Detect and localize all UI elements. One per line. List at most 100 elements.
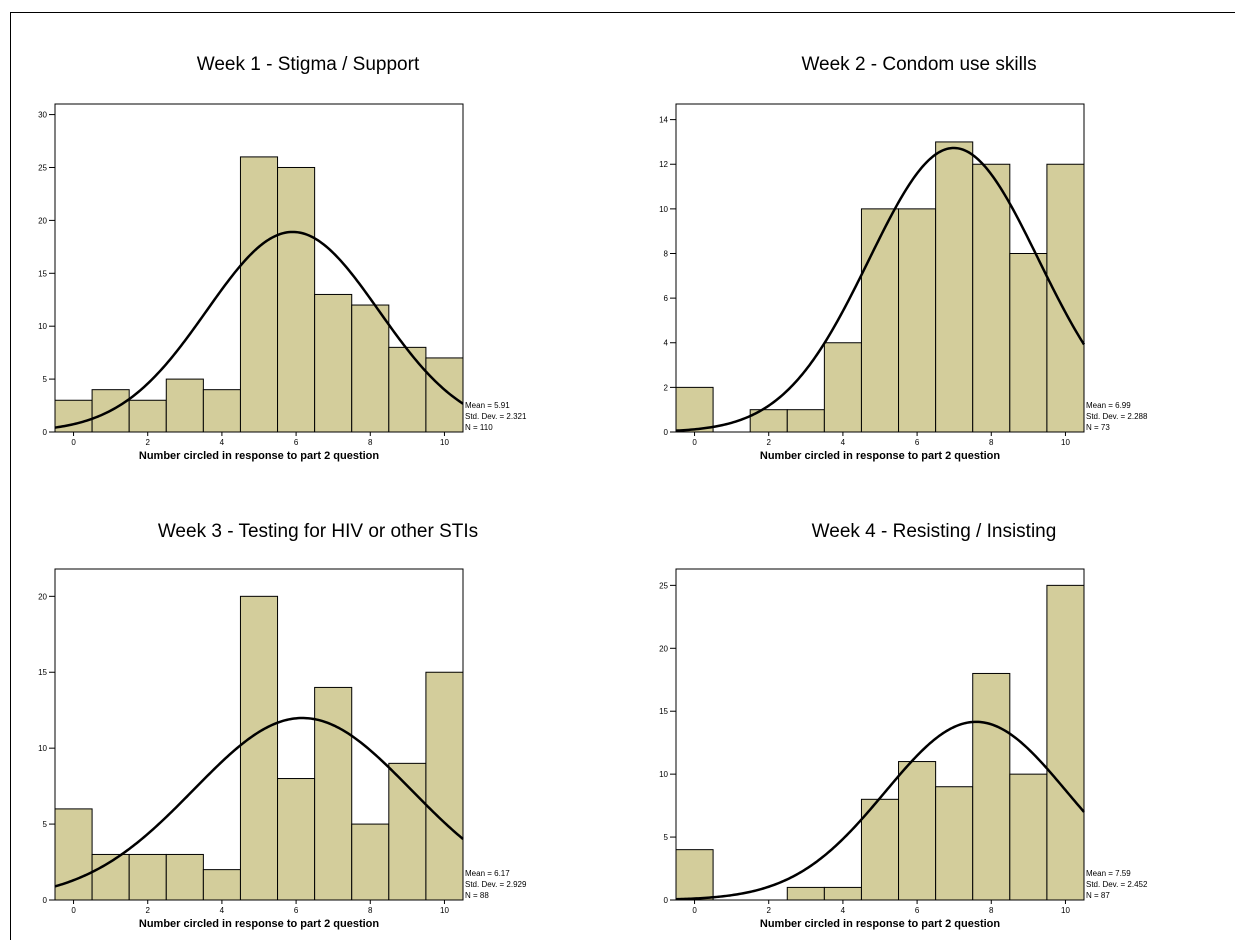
x-tick-label: 6 bbox=[915, 906, 920, 915]
histogram-bar bbox=[202, 389, 241, 433]
histogram-bar bbox=[972, 163, 1011, 433]
y-tick-label: 20 bbox=[38, 592, 47, 601]
y-tick-label: 14 bbox=[659, 116, 668, 125]
histogram-bar bbox=[165, 378, 204, 433]
histogram-bar bbox=[898, 208, 937, 433]
stat-mean: Mean = 6.17 bbox=[465, 869, 510, 878]
chart-title: Week 2 - Condom use skills bbox=[801, 54, 1036, 75]
histogram-bar bbox=[786, 409, 825, 433]
y-tick-label: 10 bbox=[659, 770, 668, 779]
histogram-bar bbox=[351, 304, 390, 433]
histogram-bar bbox=[898, 761, 937, 901]
x-axis-label: Number circled in response to part 2 que… bbox=[760, 918, 1000, 930]
chart-panel-3: Week 3 - Testing for HIV or other STIs 0 5… bbox=[38, 521, 527, 930]
histogram-bar bbox=[1009, 773, 1048, 901]
x-axis-label: Number circled in response to part 2 que… bbox=[139, 918, 379, 930]
x-tick-label: 2 bbox=[146, 906, 151, 915]
histogram-bar bbox=[128, 853, 167, 901]
stat-sd: Std. Dev. = 2.452 bbox=[1086, 880, 1148, 889]
histogram-bar bbox=[935, 786, 974, 901]
y-tick-label: 12 bbox=[659, 160, 668, 169]
histogram-bar bbox=[239, 156, 279, 433]
y-tick-label: 15 bbox=[659, 707, 668, 716]
histogram-bar bbox=[277, 166, 316, 433]
x-tick-label: 10 bbox=[1061, 438, 1070, 447]
y-tick-label: 0 bbox=[664, 428, 669, 437]
histogram-bar bbox=[54, 808, 93, 901]
normal-curve bbox=[54, 230, 464, 429]
x-tick-label: 10 bbox=[440, 438, 449, 447]
y-tick-label: 10 bbox=[659, 205, 668, 214]
histogram-bar bbox=[675, 386, 714, 433]
histogram-bar bbox=[1046, 584, 1085, 901]
x-tick-label: 6 bbox=[915, 438, 920, 447]
x-axis-label: Number circled in response to part 2 que… bbox=[139, 450, 379, 462]
stat-mean: Mean = 5.91 bbox=[465, 401, 510, 410]
y-tick-label: 6 bbox=[664, 294, 669, 303]
stat-n: N = 87 bbox=[1086, 891, 1110, 900]
histogram-bar bbox=[823, 342, 862, 433]
y-tick-label: 20 bbox=[38, 216, 47, 225]
y-tick-label: 30 bbox=[38, 111, 47, 120]
figure-frame bbox=[10, 12, 1235, 940]
y-tick-label: 5 bbox=[43, 375, 48, 384]
normal-curve bbox=[675, 720, 1085, 901]
x-tick-label: 2 bbox=[767, 906, 772, 915]
stat-n: N = 88 bbox=[465, 891, 489, 900]
y-tick-label: 5 bbox=[43, 820, 48, 829]
histogram-bar bbox=[1009, 252, 1048, 433]
histogram-bar bbox=[314, 686, 353, 901]
y-tick-label: 0 bbox=[43, 428, 48, 437]
histogram-bar bbox=[351, 823, 390, 901]
x-tick-label: 4 bbox=[841, 438, 846, 447]
y-tick-label: 0 bbox=[43, 896, 48, 905]
x-tick-label: 6 bbox=[294, 438, 299, 447]
x-tick-label: 10 bbox=[1061, 906, 1070, 915]
stat-sd: Std. Dev. = 2.321 bbox=[465, 412, 527, 421]
stat-mean: Mean = 6.99 bbox=[1086, 401, 1131, 410]
x-tick-label: 4 bbox=[841, 906, 846, 915]
x-tick-label: 0 bbox=[71, 438, 76, 447]
y-tick-label: 25 bbox=[38, 163, 47, 172]
histogram-bar bbox=[425, 671, 464, 901]
x-tick-label: 8 bbox=[368, 438, 373, 447]
x-tick-label: 4 bbox=[220, 438, 225, 447]
x-tick-label: 2 bbox=[767, 438, 772, 447]
histogram-bar bbox=[165, 853, 204, 901]
histogram-bar bbox=[786, 886, 825, 901]
x-tick-label: 6 bbox=[294, 906, 299, 915]
histogram-bar bbox=[202, 869, 241, 901]
x-tick-label: 8 bbox=[989, 906, 994, 915]
y-tick-label: 5 bbox=[664, 833, 669, 842]
histogram-bar bbox=[860, 208, 900, 433]
histogram-bar bbox=[935, 141, 974, 433]
histogram-bar bbox=[823, 886, 862, 901]
histogram-bar bbox=[128, 399, 167, 433]
histogram-bar bbox=[388, 762, 427, 901]
histogram-bar bbox=[425, 357, 464, 433]
histogram-bar bbox=[314, 293, 353, 433]
x-tick-label: 10 bbox=[440, 906, 449, 915]
y-tick-label: 4 bbox=[664, 339, 669, 348]
x-tick-label: 0 bbox=[692, 906, 697, 915]
y-tick-label: 15 bbox=[38, 269, 47, 278]
histogram-bar bbox=[675, 849, 714, 901]
y-tick-label: 10 bbox=[38, 744, 47, 753]
histogram-bar bbox=[277, 778, 316, 901]
histogram-bar bbox=[239, 595, 279, 901]
normal-curve bbox=[54, 716, 464, 888]
histogram-bar bbox=[388, 346, 427, 433]
chart-panel-1: Week 1 - Stigma / Support 0 5 10 15 20 25 30 0 2 4… bbox=[38, 54, 527, 462]
y-tick-label: 20 bbox=[659, 644, 668, 653]
histogram-bar bbox=[1046, 163, 1085, 433]
y-tick-label: 2 bbox=[664, 383, 669, 392]
y-tick-label: 0 bbox=[664, 896, 669, 905]
chart-panel-2: Week 2 - Condom use skills 0 2 4 6 8 10 12 14 0 2 4… bbox=[659, 54, 1148, 462]
normal-curve bbox=[675, 146, 1086, 432]
x-tick-label: 8 bbox=[368, 906, 373, 915]
y-tick-label: 25 bbox=[659, 581, 668, 590]
x-tick-label: 8 bbox=[989, 438, 994, 447]
x-tick-label: 2 bbox=[146, 438, 151, 447]
stat-sd: Std. Dev. = 2.929 bbox=[465, 880, 527, 889]
